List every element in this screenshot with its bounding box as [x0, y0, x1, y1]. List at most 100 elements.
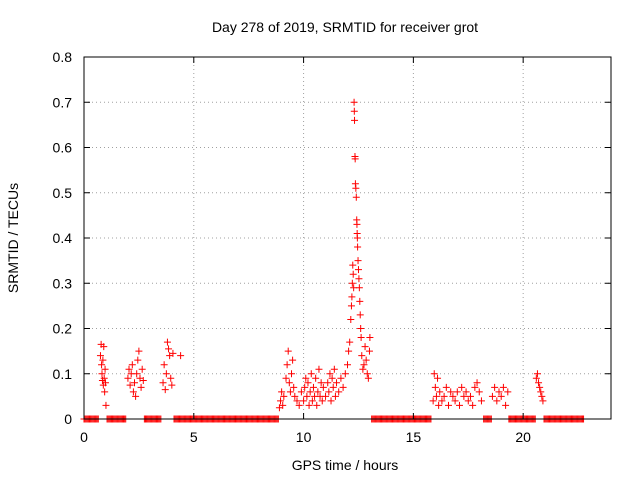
- data-point: [535, 379, 543, 387]
- data-point: [435, 401, 443, 409]
- data-point: [312, 374, 320, 382]
- data-point: [346, 338, 354, 346]
- data-point: [431, 383, 439, 391]
- data-point: [139, 377, 147, 385]
- data-point: [539, 397, 547, 405]
- data-point: [356, 311, 364, 319]
- data-point: [161, 386, 169, 394]
- data-point: [128, 361, 136, 369]
- data-point: [291, 392, 299, 400]
- data-point: [432, 392, 440, 400]
- data-point: [354, 257, 362, 265]
- data-point: [359, 365, 367, 373]
- data-point: [466, 392, 474, 400]
- data-point: [350, 98, 358, 106]
- data-point: [290, 383, 298, 391]
- data-point: [362, 356, 370, 364]
- y-tick-label: 0.6: [53, 140, 73, 156]
- data-point: [167, 374, 175, 382]
- data-point: [532, 374, 540, 382]
- data-point: [440, 392, 448, 400]
- data-point: [365, 347, 373, 355]
- data-point: [495, 388, 503, 396]
- data-point: [129, 388, 137, 396]
- y-tick-label: 0.7: [53, 94, 73, 110]
- data-point: [100, 343, 108, 351]
- data-point: [536, 383, 544, 391]
- data-point: [313, 401, 321, 409]
- y-tick-label: 0.2: [53, 321, 73, 337]
- data-point: [101, 365, 109, 373]
- data-point: [305, 401, 313, 409]
- data-point: [469, 401, 477, 409]
- data-point: [330, 365, 338, 373]
- data-point: [177, 352, 185, 360]
- data-point: [491, 383, 499, 391]
- y-tick-label: 0.3: [53, 275, 73, 291]
- data-point: [355, 275, 363, 283]
- data-point: [462, 388, 470, 396]
- data-point: [102, 401, 110, 409]
- data-point: [488, 392, 496, 400]
- data-point: [326, 370, 334, 378]
- y-tick-label: 0.5: [53, 185, 73, 201]
- data-point: [363, 370, 371, 378]
- axis-ticks: 0 5 10 15 20 0 0.1 0.2 0.3 0.4 0.5 0.6 0.7 0.8: [53, 49, 611, 445]
- data-point: [354, 266, 362, 274]
- data-point: [447, 388, 455, 396]
- data-point: [132, 392, 140, 400]
- data-point: [339, 383, 347, 391]
- data-point: [304, 379, 312, 387]
- data-point: [319, 383, 327, 391]
- data-point: [471, 383, 479, 391]
- x-tick-label: 20: [515, 429, 531, 445]
- data-point: [277, 397, 285, 405]
- data-point: [300, 397, 308, 405]
- data-point: [348, 293, 356, 301]
- data-point: [333, 379, 341, 387]
- data-point: [102, 379, 110, 387]
- data-point: [159, 379, 167, 387]
- data-point: [124, 374, 132, 382]
- data-point: [301, 383, 309, 391]
- data-point: [352, 184, 360, 192]
- data-point: [98, 370, 106, 378]
- data-point: [347, 315, 355, 323]
- data-point: [453, 388, 461, 396]
- data-point: [302, 374, 310, 382]
- data-point: [350, 107, 358, 115]
- data-point: [317, 379, 325, 387]
- data-point: [315, 365, 323, 373]
- y-tick-label: 0.4: [53, 230, 73, 246]
- data-point: [131, 379, 139, 387]
- data-point: [169, 349, 177, 357]
- chart-title: Day 278 of 2019, SRMTID for receiver gro…: [212, 19, 478, 35]
- data-point: [286, 388, 294, 396]
- data-point: [353, 220, 361, 228]
- y-tick-label: 0: [64, 411, 72, 427]
- data-point: [337, 374, 345, 382]
- data-point: [504, 388, 512, 396]
- data-point: [493, 397, 501, 405]
- data-point: [135, 347, 143, 355]
- data-point: [360, 361, 368, 369]
- data-point: [455, 401, 463, 409]
- data-point: [429, 397, 437, 405]
- data-point: [353, 234, 361, 242]
- data-point: [126, 381, 134, 389]
- data-point: [98, 361, 106, 369]
- data-point: [335, 388, 343, 396]
- data-point: [364, 374, 372, 382]
- data-point: [297, 388, 305, 396]
- x-axis-label: GPS time / hours: [292, 457, 399, 473]
- data-point: [458, 383, 466, 391]
- data-point: [537, 388, 545, 396]
- data-point: [303, 392, 311, 400]
- data-point: [327, 397, 335, 405]
- data-point: [348, 279, 356, 287]
- data-point: [162, 370, 170, 378]
- data-point: [325, 388, 333, 396]
- data-point: [451, 397, 459, 405]
- data-point: [357, 325, 365, 332]
